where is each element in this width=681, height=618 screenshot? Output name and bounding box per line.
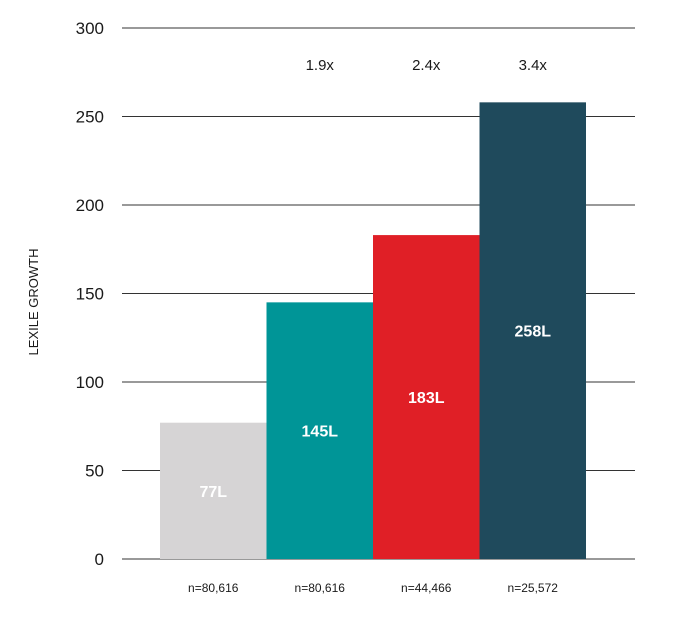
category-labels: n=80,616 n=80,616 n=44,466 n=25,572 <box>188 581 558 595</box>
bar-value-label: 258L <box>515 324 552 341</box>
growth-multiplier: 3.4x <box>519 57 548 74</box>
bars <box>160 102 586 559</box>
category-label: n=80,616 <box>188 581 239 595</box>
y-tick-label: 200 <box>76 196 104 215</box>
y-tick-label: 250 <box>76 108 104 127</box>
bar-value-label: 145L <box>302 424 339 441</box>
y-tick-label: 100 <box>76 373 104 392</box>
category-label: n=44,466 <box>401 581 452 595</box>
bar <box>160 422 267 559</box>
category-label: n=25,572 <box>508 581 559 595</box>
bar <box>479 102 586 559</box>
bar-labels: 77L 145L 183L 258L <box>199 324 551 501</box>
y-tick-labels: 0 50 100 150 200 250 300 <box>76 19 104 569</box>
y-axis-title: LEXILE GROWTH <box>26 249 41 356</box>
bar <box>266 302 373 559</box>
y-tick-label: 150 <box>76 285 104 304</box>
bar-value-label: 183L <box>408 390 445 407</box>
bar <box>373 235 480 559</box>
y-tick-label: 50 <box>85 462 104 481</box>
growth-multiplier: 1.9x <box>306 57 335 74</box>
growth-multiplier: 2.4x <box>412 57 441 74</box>
y-tick-label: 300 <box>76 19 104 38</box>
category-label: n=80,616 <box>295 581 346 595</box>
bar-value-label: 77L <box>199 484 227 501</box>
multipliers: 1.9x 2.4x 3.4x <box>306 57 548 74</box>
y-tick-label: 0 <box>95 550 104 569</box>
